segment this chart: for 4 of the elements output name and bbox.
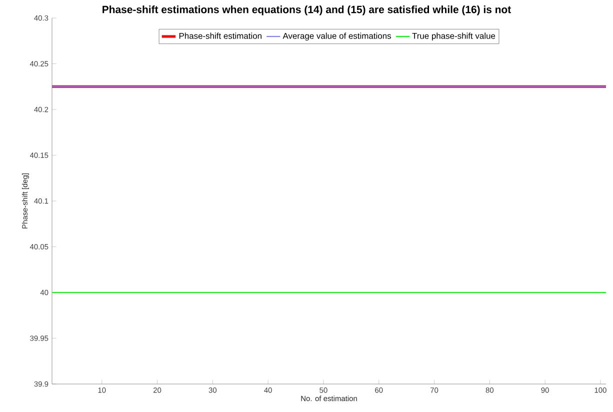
chart-title: Phase-shift estimations when equations (14) and (15) are satisfied while (16) is not	[102, 6, 511, 16]
legend-label: Phase-shift estimation	[179, 32, 262, 39]
legend-label: True phase-shift value	[412, 32, 496, 41]
legend-label: Average value of estimations	[282, 32, 391, 41]
